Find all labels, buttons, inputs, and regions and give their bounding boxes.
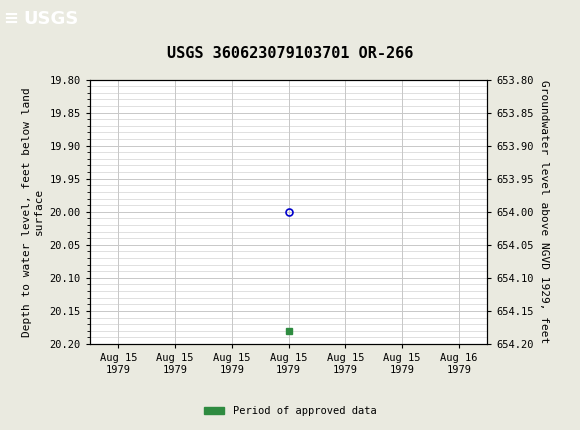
Y-axis label: Groundwater level above NGVD 1929, feet: Groundwater level above NGVD 1929, feet (539, 80, 549, 344)
Text: USGS 360623079103701 OR-266: USGS 360623079103701 OR-266 (167, 46, 413, 61)
Legend: Period of approved data: Period of approved data (200, 402, 380, 421)
Text: USGS: USGS (23, 10, 78, 28)
Text: ≡: ≡ (3, 10, 18, 28)
Y-axis label: Depth to water level, feet below land
surface: Depth to water level, feet below land su… (21, 87, 44, 337)
